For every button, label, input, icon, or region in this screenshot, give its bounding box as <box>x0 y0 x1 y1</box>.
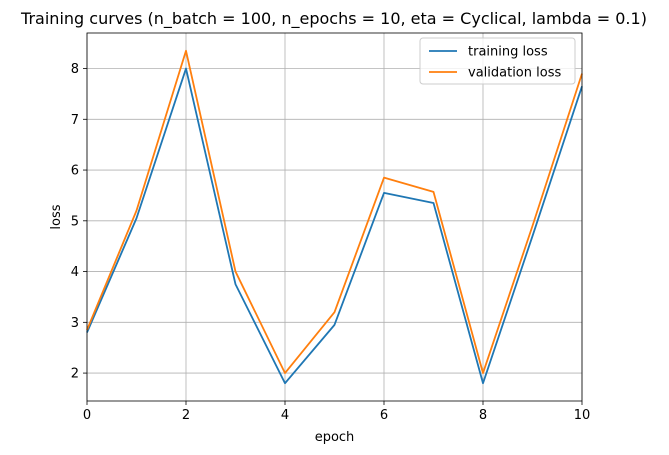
y-tick-label: 8 <box>71 62 79 77</box>
y-axis: 2 3 4 5 6 7 8 <box>71 62 87 382</box>
y-tick-label: 4 <box>71 265 79 280</box>
series-line-training-loss <box>86 67 583 385</box>
x-tick-label: 2 <box>182 408 190 423</box>
x-tick-label: 4 <box>281 408 289 423</box>
legend: training loss validation loss <box>419 37 576 85</box>
grid <box>86 33 583 401</box>
x-tick-label: 10 <box>574 408 591 423</box>
x-tick-label: 6 <box>380 408 388 423</box>
y-axis-label: loss <box>49 204 64 229</box>
y-tick-label: 2 <box>71 367 79 382</box>
plot-frame <box>86 32 583 402</box>
x-axis-label: epoch <box>315 430 355 445</box>
y-tick-label: 5 <box>71 214 79 229</box>
x-tick-label: 0 <box>83 408 91 423</box>
series-lines <box>86 49 583 385</box>
y-tick-label: 3 <box>71 316 79 331</box>
legend-box <box>419 37 576 85</box>
y-tick-label: 6 <box>71 164 79 179</box>
series-line-validation-loss <box>86 49 583 374</box>
legend-label: validation loss <box>468 66 561 81</box>
x-axis: 0 2 4 6 8 10 <box>83 401 590 423</box>
y-tick-label: 7 <box>71 113 79 128</box>
x-tick-label: 8 <box>479 408 487 423</box>
legend-label: training loss <box>468 45 548 60</box>
chart-title: Training curves (n_batch = 100, n_epochs… <box>20 9 647 29</box>
